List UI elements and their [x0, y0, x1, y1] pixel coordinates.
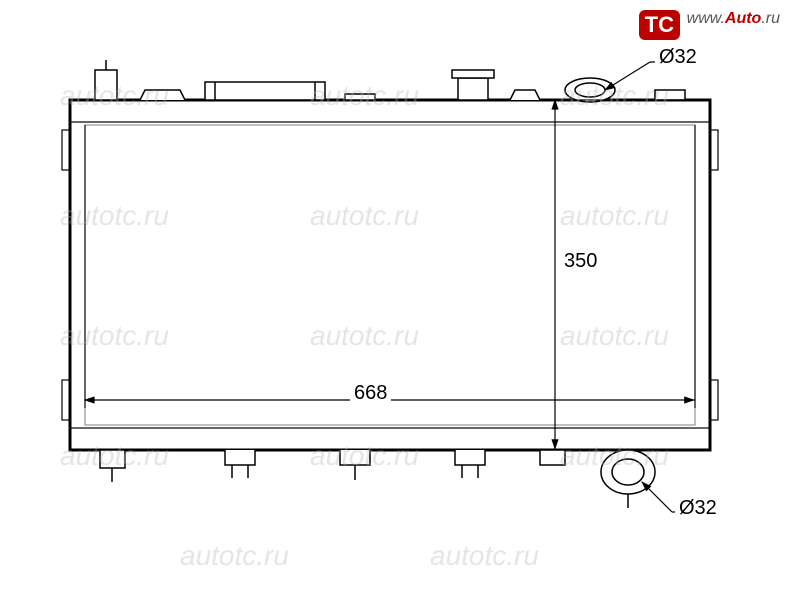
dim-inlet-label: Ø32 [655, 46, 701, 69]
dimension-height [548, 100, 710, 450]
dim-width-label: 668 [350, 382, 391, 405]
radiator-core [85, 125, 695, 425]
dim-height-label: 350 [560, 250, 601, 273]
dim-outlet-label: Ø32 [675, 497, 721, 520]
bottom-fittings [100, 450, 655, 508]
top-fittings [95, 60, 685, 102]
dimension-width [85, 125, 695, 408]
